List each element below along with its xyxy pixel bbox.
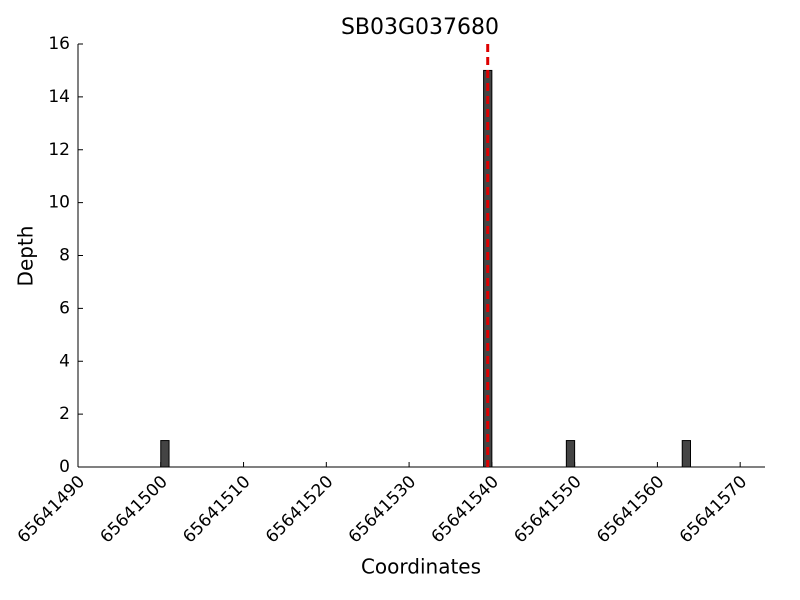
y-tick-label: 0 [59, 457, 70, 477]
y-axis-label: Depth [14, 226, 38, 287]
y-tick-label: 12 [48, 140, 70, 160]
y-tick-label: 10 [48, 193, 70, 213]
y-tick-label: 6 [59, 298, 70, 318]
x-tick-label: 65641520 [262, 472, 337, 547]
bar [160, 440, 170, 468]
x-tick-label: 65641490 [14, 472, 89, 547]
x-tick-label: 65641500 [97, 472, 172, 547]
y-tick-label: 8 [59, 246, 70, 266]
x-tick-label: 65641540 [428, 472, 503, 547]
x-tick-label: 65641530 [345, 472, 420, 547]
x-tick-label: 65641510 [179, 472, 254, 547]
y-tick-label: 2 [59, 404, 70, 424]
x-axis-label: Coordinates [361, 555, 481, 579]
y-tick-label: 4 [59, 351, 70, 371]
chart-title: SB03G037680 [341, 15, 499, 40]
x-tick-label: 65641550 [510, 472, 585, 547]
bar [681, 440, 692, 468]
bar [565, 440, 576, 468]
x-tick-label: 65641560 [593, 472, 668, 547]
x-tick-label: 65641570 [676, 472, 751, 547]
y-tick-label: 14 [48, 87, 70, 107]
y-tick-label: 16 [48, 34, 70, 54]
